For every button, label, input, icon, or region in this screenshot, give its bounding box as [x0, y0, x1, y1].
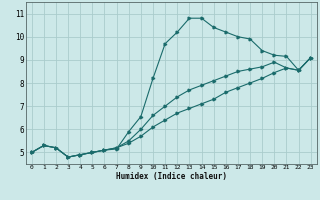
- X-axis label: Humidex (Indice chaleur): Humidex (Indice chaleur): [116, 172, 227, 181]
